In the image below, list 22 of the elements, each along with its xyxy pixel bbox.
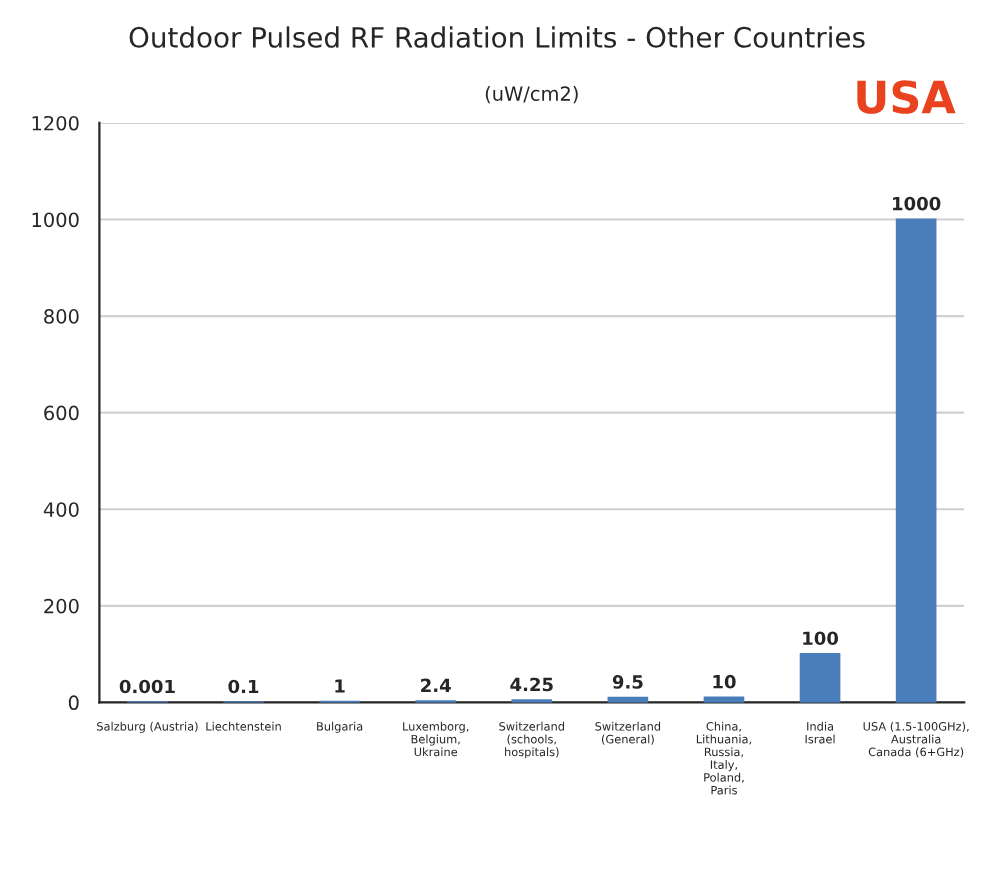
y-tick-label: 200 [44,598,79,614]
data-label: 9.5 [612,675,643,689]
y-tick-label: 600 [44,405,79,421]
y-tick-label: 1200 [32,115,79,131]
chart-title: Outdoor Pulsed RF Radiation Limits - Other Countries [129,26,865,48]
y-tick-label: 400 [43,502,79,517]
y-tick-label: 1000 [32,212,79,228]
data-label: 1 [335,679,345,693]
data-label: 0.1 [228,679,259,694]
bar [895,218,937,703]
data-label: 0.001 [119,679,175,694]
data-label: 4.25 [510,677,553,692]
text: USA [857,80,956,114]
chart-subtitle: (uW/cm2) [485,85,578,104]
y-tick-label: 0 [68,695,79,711]
y-tick-label: 800 [44,309,79,324]
data-label: 100 [803,631,839,646]
data-label: 10 [713,674,736,689]
bar [703,696,745,703]
bar [799,653,841,703]
data-label: 1000 [893,196,941,211]
data-label: 2.4 [421,678,451,692]
